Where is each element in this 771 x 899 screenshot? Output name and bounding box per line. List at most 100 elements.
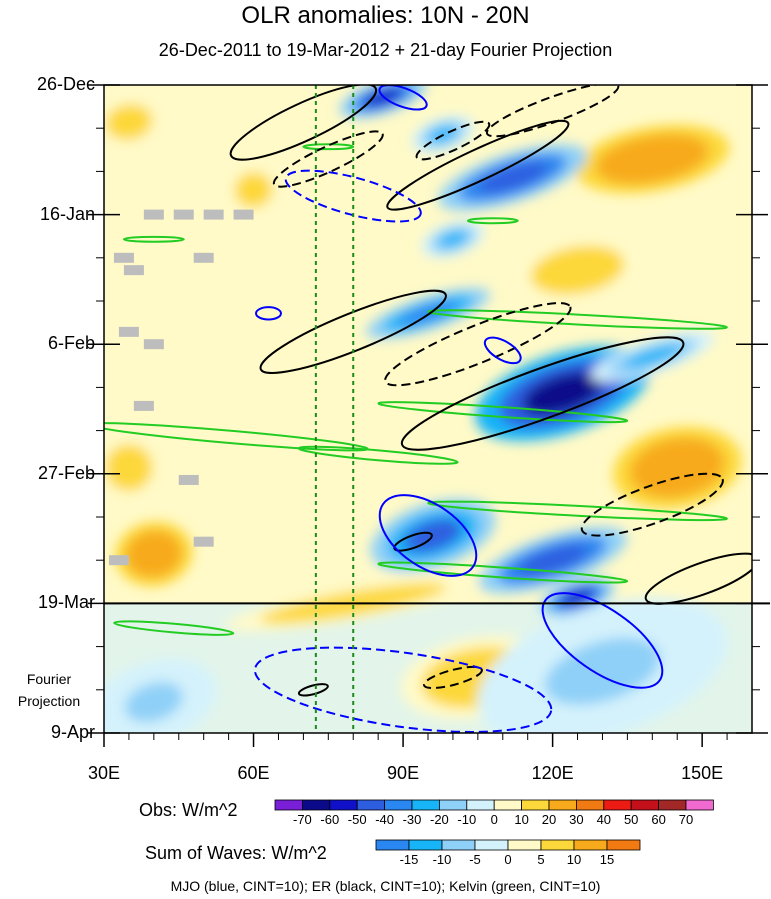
negative-anomaly — [124, 682, 183, 723]
waves-colorbar-tick-label: 10 — [566, 852, 582, 867]
obs-colorbar-swatch — [685, 799, 714, 811]
missing-data-cell — [108, 555, 129, 566]
er-contour — [400, 336, 685, 451]
missing-data-cell — [113, 252, 134, 263]
waves-colorbar-tick-label: 15 — [599, 852, 615, 867]
er-contour — [259, 289, 447, 374]
waves-colorbar-swatch — [573, 839, 608, 851]
obs-colorbar-tick-label: 20 — [541, 812, 557, 827]
kelvin-contour — [377, 401, 629, 424]
er-contour — [415, 120, 491, 161]
obs-colorbar-title: Obs: W/m^2 — [139, 800, 238, 820]
x-tick-label: 30E — [87, 763, 121, 783]
missing-data-cell — [178, 474, 199, 485]
obs-colorbar-swatch — [630, 799, 660, 811]
x-tick-label: 60E — [237, 763, 270, 783]
missing-data-cell — [203, 209, 224, 220]
positive-anomaly — [234, 172, 273, 208]
er-contour — [580, 472, 724, 537]
x-tick-label: 150E — [681, 763, 724, 783]
missing-data-cell — [173, 209, 194, 220]
obs-colorbar-swatch — [658, 799, 687, 811]
waves-colorbar-tick-label: -10 — [432, 852, 452, 867]
positive-anomaly — [105, 104, 153, 140]
obs-colorbar-tick-label: 30 — [569, 812, 584, 827]
y-tick-label: 9-Apr — [50, 722, 95, 742]
obs-colorbar-tick-label: -20 — [429, 812, 449, 827]
kelvin-contour — [427, 309, 728, 330]
obs-colorbar-tick-label: -10 — [457, 812, 477, 827]
waves-colorbar-title: Sum of Waves: W/m^2 — [145, 843, 327, 863]
y-tick-label: 6-Feb — [47, 333, 95, 354]
negative-anomaly — [438, 230, 468, 248]
missing-data-cell — [143, 209, 164, 220]
olr-field — [104, 85, 752, 733]
kelvin-contour — [297, 445, 459, 465]
obs-colorbar-swatch — [329, 799, 358, 811]
kelvin-contour — [113, 620, 235, 636]
y-tick-label: 27-Feb — [37, 462, 95, 483]
negative-anomaly — [404, 518, 462, 553]
obs-colorbar-swatch — [356, 799, 386, 811]
obs-colorbar-tick-label: -60 — [320, 812, 340, 827]
waves-colorbar-tick-label: -5 — [469, 852, 481, 867]
kelvin-contour — [302, 143, 355, 151]
mjo-contour — [253, 646, 553, 733]
obs-colorbar-swatch — [466, 799, 495, 811]
mjo-contour — [483, 336, 522, 365]
obs-colorbar-swatch — [411, 799, 440, 811]
obs-colorbar-swatch — [384, 799, 413, 811]
positive-anomaly — [105, 444, 153, 492]
kelvin-contour — [377, 561, 629, 584]
negative-anomaly — [518, 544, 587, 576]
obs-colorbar-tick-label: -50 — [347, 812, 367, 827]
negative-anomaly — [623, 344, 681, 369]
obs-colorbar-tick-label: 50 — [623, 812, 639, 827]
obs-colorbar-swatch — [521, 799, 550, 811]
mjo-contour — [541, 592, 664, 689]
y-tick-label: 19-Mar — [37, 592, 95, 613]
waves-colorbar-tick-label: -15 — [399, 852, 419, 867]
er-contour — [393, 531, 433, 552]
negative-anomaly — [560, 588, 595, 607]
waves-colorbar-tick-label: 5 — [537, 852, 545, 867]
negative-anomaly — [399, 301, 457, 325]
er-contour — [422, 665, 483, 689]
anomaly-blobs — [104, 85, 742, 733]
missing-data-cell — [233, 209, 254, 220]
y-tick-label: 26-Dec — [36, 74, 95, 94]
positive-anomaly — [596, 133, 709, 185]
positive-anomaly — [125, 530, 183, 578]
y-tick-label: 16-Jan — [39, 203, 95, 224]
waves-colorbar-swatch — [606, 839, 641, 851]
colorbars — [274, 799, 714, 851]
negative-anomaly — [478, 162, 548, 193]
obs-colorbar-tick-label: 40 — [596, 812, 612, 827]
er-contour — [272, 130, 384, 188]
obs-colorbar-tick-label: -70 — [292, 812, 312, 827]
obs-colorbar-swatch — [493, 799, 523, 811]
mjo-contour — [378, 85, 428, 111]
chart-title: OLR anomalies: 10N - 20N — [241, 2, 530, 29]
obs-colorbar-tick-label: 70 — [678, 812, 694, 827]
missing-data-cell — [193, 536, 214, 547]
obs-colorbar-swatch — [438, 799, 468, 811]
er-contour — [485, 85, 620, 138]
projection-label: Fourier Projection — [17, 671, 81, 709]
mjo-contour — [378, 494, 478, 577]
chart-subtitle: 26-Dec-2011 to 19-Mar-2012 + 21-day Four… — [158, 40, 613, 60]
kelvin-contour — [466, 217, 519, 225]
er-contour — [297, 683, 329, 697]
x-tick-label: 120E — [531, 763, 574, 783]
missing-data-cell — [193, 252, 214, 263]
obs-colorbar-swatch — [301, 799, 331, 811]
waves-colorbar-swatch — [408, 839, 443, 851]
mjo-contour — [255, 306, 282, 321]
positive-anomaly — [530, 245, 625, 295]
obs-colorbar-tick-label: -30 — [402, 812, 422, 827]
waves-colorbar-swatch — [507, 839, 542, 851]
waves-colorbar-swatch — [441, 839, 476, 851]
er-contour — [384, 302, 572, 387]
missing-data-cell — [133, 400, 154, 411]
